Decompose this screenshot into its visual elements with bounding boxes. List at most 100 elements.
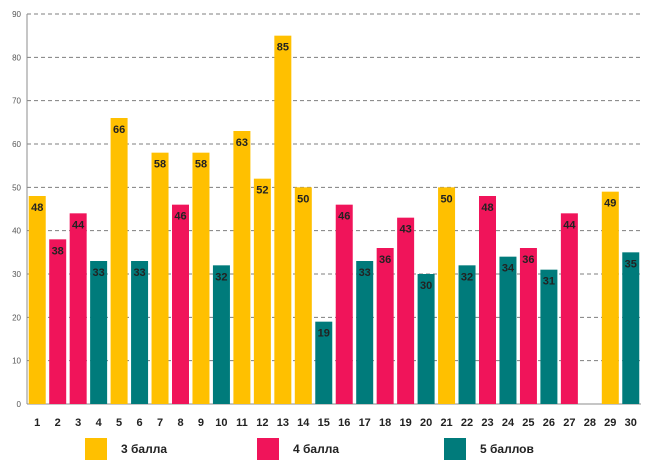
bar-5 — [110, 118, 128, 404]
x-tick-label-21: 21 — [440, 417, 452, 429]
data-label-2: 38 — [52, 245, 64, 257]
data-label-4: 33 — [93, 267, 105, 279]
data-label-18: 36 — [379, 254, 391, 266]
x-tick-label-24: 24 — [502, 417, 515, 429]
bar-7 — [151, 152, 169, 404]
data-label-11: 63 — [236, 137, 248, 149]
bar-22 — [458, 265, 476, 404]
x-tick-label-14: 14 — [297, 417, 310, 429]
data-label-8: 46 — [174, 211, 186, 223]
y-tick-label-50: 50 — [12, 183, 21, 192]
data-label-15: 19 — [318, 328, 330, 340]
data-label-16: 46 — [338, 211, 350, 223]
x-tick-label-13: 13 — [277, 417, 289, 429]
data-label-26: 31 — [543, 276, 555, 288]
data-label-23: 48 — [481, 202, 493, 214]
x-tick-label-11: 11 — [236, 417, 248, 429]
x-tick-label-5: 5 — [116, 417, 122, 429]
x-tick-label-25: 25 — [522, 417, 534, 429]
bar-chart: 0102030405060708090481382443334665336587… — [12, 10, 641, 429]
x-tick-label-9: 9 — [198, 417, 204, 429]
x-tick-label-28: 28 — [584, 417, 596, 429]
y-tick-label-70: 70 — [12, 97, 21, 106]
bar-18 — [376, 248, 394, 404]
bar-26 — [540, 269, 558, 404]
x-tick-label-7: 7 — [157, 417, 163, 429]
bar-24 — [499, 256, 517, 404]
data-label-29: 49 — [604, 198, 616, 210]
bar-25 — [519, 248, 537, 404]
y-tick-label-30: 30 — [12, 270, 21, 279]
bar-27 — [560, 213, 578, 404]
y-tick-label-80: 80 — [12, 53, 21, 62]
data-label-21: 50 — [440, 193, 452, 205]
x-tick-label-18: 18 — [379, 417, 391, 429]
x-tick-label-4: 4 — [96, 417, 103, 429]
data-label-13: 85 — [277, 42, 289, 54]
data-label-19: 43 — [400, 224, 412, 236]
x-tick-label-17: 17 — [359, 417, 371, 429]
data-label-6: 33 — [133, 267, 145, 279]
bar-12 — [253, 178, 271, 404]
bar-19 — [397, 217, 415, 404]
bar-17 — [356, 261, 374, 404]
x-tick-label-15: 15 — [318, 417, 330, 429]
x-tick-label-8: 8 — [177, 417, 183, 429]
x-tick-label-6: 6 — [137, 417, 143, 429]
data-label-17: 33 — [359, 267, 371, 279]
bar-21 — [438, 187, 456, 404]
legend-label-5-points: 5 баллов — [480, 442, 534, 456]
legend: 3 балла 4 балла 5 баллов — [0, 438, 650, 466]
bar-30 — [622, 252, 640, 404]
x-tick-label-20: 20 — [420, 417, 432, 429]
x-tick-label-2: 2 — [55, 417, 61, 429]
x-tick-label-3: 3 — [75, 417, 81, 429]
x-tick-label-23: 23 — [481, 417, 493, 429]
bar-15 — [315, 321, 333, 404]
x-tick-label-26: 26 — [543, 417, 555, 429]
x-tick-label-1: 1 — [34, 417, 40, 429]
data-label-12: 52 — [256, 185, 268, 197]
bar-16 — [335, 204, 353, 404]
bar-1 — [28, 196, 46, 404]
x-tick-label-12: 12 — [256, 417, 268, 429]
x-tick-label-19: 19 — [400, 417, 412, 429]
bar-11 — [233, 131, 251, 404]
data-label-10: 32 — [215, 271, 227, 283]
bar-6 — [131, 261, 149, 404]
bar-20 — [417, 274, 435, 404]
data-label-22: 32 — [461, 271, 473, 283]
data-label-1: 48 — [31, 202, 43, 214]
legend-item-4-points: 4 балла — [257, 438, 339, 460]
data-label-3: 44 — [72, 219, 85, 231]
legend-swatch-5-points — [444, 438, 466, 460]
bar-13 — [274, 35, 292, 405]
data-label-27: 44 — [563, 219, 576, 231]
x-tick-label-27: 27 — [563, 417, 575, 429]
bar-8 — [172, 204, 189, 404]
legend-swatch-4-points — [257, 438, 279, 460]
bar-23 — [479, 196, 496, 404]
data-label-20: 30 — [420, 280, 432, 292]
y-tick-label-10: 10 — [12, 357, 21, 366]
data-label-14: 50 — [297, 193, 309, 205]
legend-item-3-points: 3 балла — [85, 438, 167, 460]
y-tick-label-60: 60 — [12, 140, 21, 149]
y-tick-label-0: 0 — [17, 400, 22, 409]
data-label-9: 58 — [195, 159, 207, 171]
y-tick-label-20: 20 — [12, 313, 21, 322]
x-tick-label-29: 29 — [604, 417, 616, 429]
data-label-25: 36 — [522, 254, 534, 266]
x-tick-label-10: 10 — [215, 417, 227, 429]
bar-9 — [192, 152, 210, 404]
legend-item-5-points: 5 баллов — [444, 438, 534, 460]
data-label-7: 58 — [154, 159, 166, 171]
bar-10 — [212, 265, 230, 404]
y-tick-label-40: 40 — [12, 227, 21, 236]
y-tick-label-90: 90 — [12, 10, 21, 19]
bar-2 — [49, 239, 67, 404]
legend-swatch-3-points — [85, 438, 107, 460]
legend-label-3-points: 3 балла — [121, 442, 168, 456]
bar-14 — [294, 187, 312, 404]
x-tick-label-16: 16 — [338, 417, 350, 429]
